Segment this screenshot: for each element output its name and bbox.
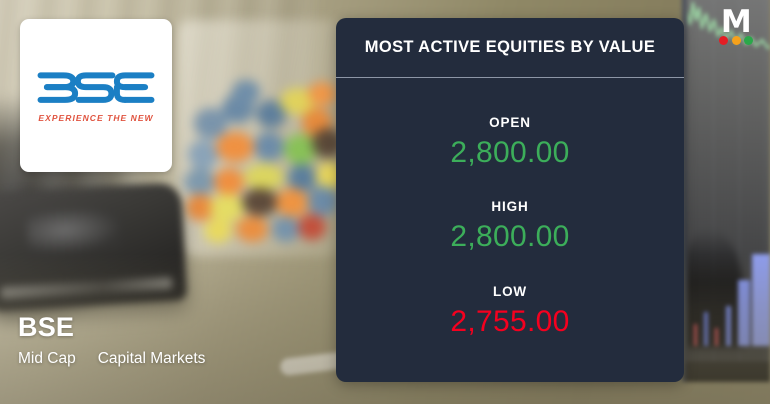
stats-panel-title: MOST ACTIVE EQUITIES BY VALUE [364,38,656,56]
monitor-bezel [682,362,770,382]
company-tags: Mid Cap Capital Markets [18,350,205,368]
stat-low: LOW 2,755.00 [450,284,569,338]
stat-low-label: LOW [492,283,528,299]
candy-jar [176,20,344,256]
trading-chart-screen [688,0,770,364]
monitor [682,0,770,382]
monitor-left-edge [682,0,687,382]
stat-open: OPEN 2,800.00 [450,115,569,169]
company-name: BSE [18,311,75,342]
dot-orange-icon [731,36,741,46]
company-tag-cap: Mid Cap [18,350,76,367]
phone-edge-blur [0,276,173,300]
stats-panel-header: MOST ACTIVE EQUITIES BY VALUE [336,18,684,78]
smartphone-blur [0,182,188,312]
stat-high-value: 2,800.00 [450,220,570,254]
stat-low-value: 2,755.00 [450,304,570,338]
stat-high: HIGH 2,800.00 [450,199,569,253]
chart-line-series [688,1,770,50]
company-tag-sector: Capital Markets [97,350,206,367]
moneycontrol-dots [711,36,761,46]
bse-logo-card: EXPERIENCE THE NEW [20,19,172,172]
phone-screen-blur [25,207,123,256]
stat-open-value: 2,800.00 [450,135,570,169]
bse-logo-tagline: EXPERIENCE THE NEW [38,112,154,123]
stat-open-label: OPEN [489,114,531,130]
dot-green-icon [744,36,753,46]
bse-logo-icon [37,71,155,103]
stats-panel: MOST ACTIVE EQUITIES BY VALUE OPEN 2,800… [336,18,684,382]
chart-volume-bars [688,226,770,346]
stats-panel-body: OPEN 2,800.00 HIGH 2,800.00 LOW 2,755.00 [336,78,684,382]
stat-high-label: HIGH [491,199,529,215]
dot-red-icon [719,36,728,46]
company-caption: BSE Mid Cap Capital Markets [18,311,205,368]
moneycontrol-logo: M [711,4,761,47]
moneycontrol-m-icon: M [720,4,752,40]
